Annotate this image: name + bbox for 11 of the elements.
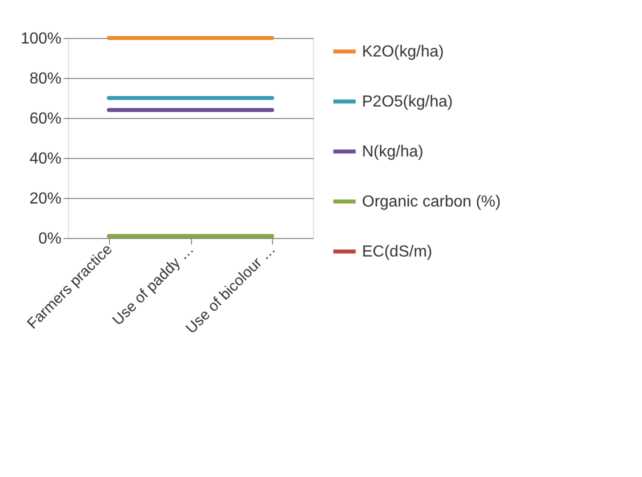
- legend-label: N(kg/ha): [362, 144, 424, 160]
- y-tick-label: 40%: [29, 150, 62, 168]
- y-tick-label: 0%: [38, 230, 62, 248]
- legend-label: EC(dS/m): [362, 244, 432, 260]
- y-tick-label: 100%: [20, 30, 62, 48]
- y-tick-label: 80%: [29, 70, 62, 88]
- legend-label: P2O5(kg/ha): [362, 94, 453, 110]
- legend-label: K2O(kg/ha): [362, 44, 444, 60]
- y-tick-label: 20%: [29, 190, 62, 208]
- legend-label: Organic carbon (%): [362, 194, 501, 210]
- y-tick-label: 60%: [29, 110, 62, 128]
